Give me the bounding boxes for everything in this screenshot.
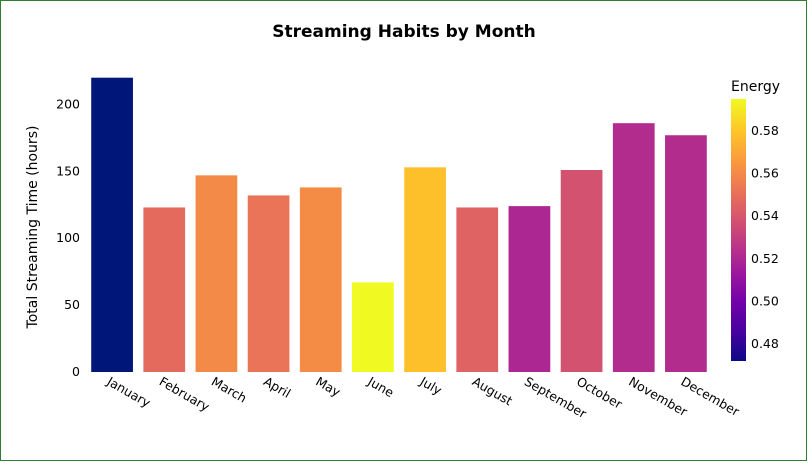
colorbar-gradient — [731, 99, 746, 361]
bar-december[interactable] — [665, 135, 707, 372]
colorbar-tick-label: 0.54 — [751, 208, 779, 223]
y-tick-label: 0 — [72, 364, 80, 379]
y-tick-label: 200 — [56, 96, 80, 111]
x-tick-label: March — [209, 374, 250, 406]
colorbar: Energy 0.48 0.50 0.52 0.54 0.56 0.58 — [731, 79, 780, 361]
colorbar-tick-label: 0.52 — [751, 251, 779, 266]
y-axis-label: Total Streaming Time (hours) — [25, 126, 41, 330]
bar-august[interactable] — [456, 207, 499, 372]
y-tick-label: 100 — [56, 230, 80, 245]
bar-november[interactable] — [612, 123, 655, 373]
bar-april[interactable] — [247, 195, 290, 372]
colorbar-tick-label: 0.48 — [751, 336, 779, 351]
colorbar-tick-label: 0.56 — [751, 166, 779, 181]
x-tick-label: December — [678, 374, 742, 420]
bar-march[interactable] — [195, 175, 238, 372]
y-tick-label: 50 — [64, 297, 80, 312]
bar-january[interactable] — [91, 77, 133, 372]
colorbar-tick-label: 0.58 — [751, 123, 779, 138]
x-tick-label: July — [417, 373, 445, 398]
bar-september[interactable] — [508, 206, 551, 372]
x-tick-label: June — [365, 373, 397, 400]
x-tick-label: April — [261, 374, 293, 401]
bar-october[interactable] — [560, 170, 603, 372]
colorbar-tick-label: 0.50 — [751, 293, 779, 308]
x-tick-label: August — [470, 374, 515, 409]
x-tick-label: May — [313, 374, 343, 400]
bar-july[interactable] — [404, 167, 446, 372]
x-tick-label: February — [157, 374, 213, 415]
chart-title: Streaming Habits by Month — [272, 22, 535, 42]
x-tick-label: January — [104, 373, 154, 410]
bars — [91, 77, 707, 373]
y-axis-ticks: 0 50 100 150 200 — [56, 96, 80, 379]
colorbar-title: Energy — [731, 79, 780, 95]
bar-june[interactable] — [352, 282, 394, 372]
bar-may[interactable] — [299, 187, 342, 372]
bar-february[interactable] — [143, 207, 186, 372]
y-tick-label: 150 — [56, 163, 80, 178]
